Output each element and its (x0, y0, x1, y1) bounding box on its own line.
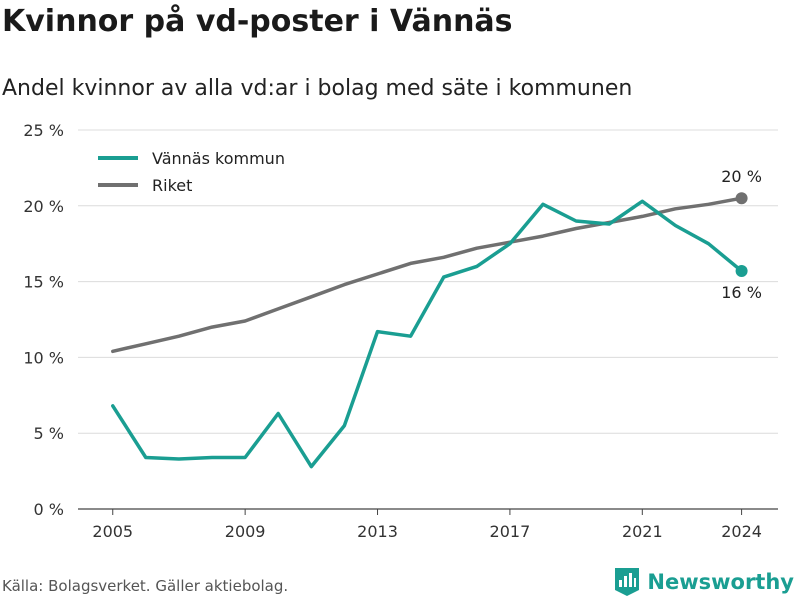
y-axis-ticks: 0 % 5 % 10 % 15 % 20 % 25 % (23, 121, 64, 519)
x-axis-ticks: 2005 2009 2013 2017 2021 2024 (92, 509, 762, 541)
line-chart: 0 %5 %10 %15 %20 %25 % 2005 2009 2013 2017 2… (23, 121, 778, 541)
series-end-markers: 16 % 20 % (721, 167, 762, 302)
brand-logo: Newsworthy (615, 568, 794, 596)
x-tick-label: 2024 (721, 522, 762, 541)
grid-lines (78, 129, 778, 510)
y-tick-label: 10 % (23, 348, 64, 367)
y-tick-label: 5 % (34, 424, 64, 443)
x-tick-label: 2005 (92, 522, 133, 541)
y-tick-label: 15 % (23, 273, 64, 292)
y-tick-label: 25 % (23, 121, 64, 140)
legend-label: Vännäs kommun (152, 149, 285, 168)
end-point-label: 20 % (721, 167, 762, 186)
chart-title: Kvinnor på vd-poster i Vännäs (2, 4, 513, 39)
end-point-marker (735, 192, 748, 205)
brand-name: Newsworthy (647, 570, 794, 594)
x-tick-label: 2009 (225, 522, 266, 541)
source-note: Källa: Bolagsverket. Gäller aktiebolag. (2, 577, 289, 595)
series-line-vännäs-kommun (111, 199, 744, 469)
series-lines (111, 196, 744, 469)
legend: Vännäs kommun Riket (98, 149, 285, 195)
legend-label: Riket (152, 176, 192, 195)
y-tick-label: 20 % (23, 197, 64, 216)
x-tick-label: 2013 (357, 522, 398, 541)
end-point-label: 16 % (721, 283, 762, 302)
x-tick-label: 2021 (622, 522, 663, 541)
x-tick-label: 2017 (490, 522, 531, 541)
end-point-marker (735, 264, 748, 277)
y-tick-label: 0 % (34, 500, 64, 519)
chart-subtitle: Andel kvinnor av alla vd:ar i bolag med … (2, 76, 633, 101)
newsworthy-logo-icon (615, 568, 640, 596)
series-line-riket (111, 196, 744, 354)
